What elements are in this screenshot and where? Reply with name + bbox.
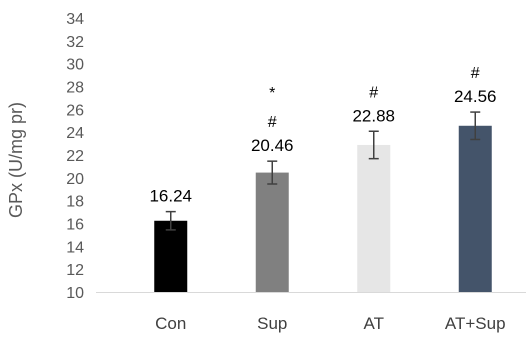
y-tick-label: 28 [66, 80, 84, 97]
value-label: 22.88 [352, 106, 395, 125]
y-tick-label: 32 [66, 34, 84, 51]
y-tick-label: 10 [66, 285, 84, 302]
value-labels: 16.24 20.46 22.88 24.56 [149, 87, 496, 206]
y-axis-label: GPx (U/mg pr) [6, 102, 26, 218]
y-tick-label: 24 [66, 125, 84, 142]
bar-at-plus-sup [458, 125, 492, 292]
value-label: 24.56 [454, 87, 497, 106]
bars [154, 125, 492, 292]
y-tick-label: 20 [66, 171, 84, 188]
significance-mark: # [268, 114, 277, 131]
category-label: AT+Sup [445, 314, 506, 333]
bar-sup [255, 172, 289, 292]
category-label: Sup [257, 314, 287, 333]
significance-mark: * [269, 85, 275, 102]
significance-marks: # * # # [268, 65, 480, 131]
error-bars [165, 111, 481, 231]
category-label: Con [155, 314, 186, 333]
y-tick-label: 18 [66, 194, 84, 211]
y-axis-ticks: 10 12 14 16 18 20 22 24 26 28 30 32 34 [66, 11, 84, 302]
significance-mark: # [369, 84, 378, 101]
y-tick-label: 22 [66, 148, 84, 165]
y-tick-label: 12 [66, 262, 84, 279]
value-label: 16.24 [149, 187, 192, 206]
y-tick-label: 30 [66, 57, 84, 74]
significance-mark: # [471, 65, 480, 82]
category-labels: Con Sup AT AT+Sup [155, 314, 505, 333]
y-tick-label: 14 [66, 239, 84, 256]
y-tick-label: 34 [66, 11, 84, 28]
y-tick-label: 16 [66, 217, 84, 234]
bar-at [357, 144, 391, 292]
y-tick-label: 26 [66, 102, 84, 119]
bar-con [154, 220, 188, 292]
category-label: AT [364, 314, 384, 333]
value-label: 20.46 [251, 136, 294, 155]
